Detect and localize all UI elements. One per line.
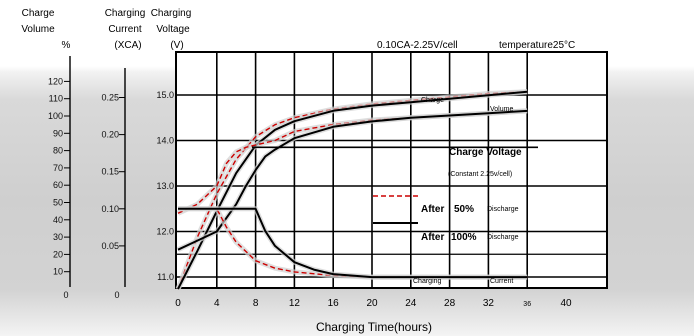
charge-volume-tick-label: 70: [53, 163, 63, 173]
annotation-current: Current: [490, 278, 513, 285]
legend-label-50-note: Discharge: [487, 206, 519, 213]
charge-volume-tick-label: 100: [48, 111, 63, 121]
x-tick-label: 36: [523, 301, 531, 308]
legend-label-100-note: Discharge: [487, 234, 519, 241]
x-tick-label: 4: [214, 298, 220, 309]
header-col1-line2: Volume: [21, 24, 55, 35]
axis-headers: Charge Volume % Charging Current (XCA) C…: [21, 8, 575, 51]
condition-label: 0.10CA-2.25V/cell: [377, 40, 458, 51]
x-tick-label: 20: [366, 298, 378, 309]
x-axis-ticks: 0 4 8 12 16 20 24 28 32 36 40: [175, 298, 572, 309]
left-axes: 0 10 20 30 40 50 60 70 80 90 100 110 120 0 0.05 0.10 0.1…: [48, 56, 174, 300]
header-col2-line2: Current: [108, 24, 142, 35]
header-col1-line3: %: [62, 40, 71, 51]
legend-label-50-value: 50%: [454, 204, 474, 215]
x-tick-label: 32: [483, 298, 495, 309]
annotation-charge-voltage: Charge Voltage: [449, 147, 522, 158]
charge-volume-tick-label: 10: [53, 267, 63, 277]
annotation-charging: Charging: [413, 278, 442, 285]
current-tick-label: 0.15: [101, 167, 119, 177]
x-tick-label: 28: [444, 298, 456, 309]
current-tick-label: 0: [114, 290, 119, 300]
x-tick-label: 16: [328, 298, 340, 309]
current-tick-label: 0.10: [101, 204, 119, 214]
series-line: [178, 207, 528, 279]
legend-label-100-value: 100%: [451, 232, 477, 243]
voltage-tick-label: 15.0: [156, 90, 174, 100]
charge-volume-tick-label: 120: [48, 76, 63, 86]
x-tick-label: 0: [175, 298, 181, 309]
current-tick-label: 0.25: [101, 93, 119, 103]
annotation-charge: Charge: [421, 97, 444, 104]
header-col2-line1: Charging: [105, 8, 146, 19]
annotation-constant: (Constant 2.25v/cell): [448, 171, 512, 178]
voltage-tick-label: 14.0: [156, 136, 174, 146]
x-tick-label: 40: [560, 298, 572, 309]
x-tick-label: 8: [253, 298, 259, 309]
annotations: Charge Volume Charge Voltage (Constant 2…: [413, 97, 522, 285]
series-layer: [175, 89, 538, 291]
voltage-tick-label: 12.0: [156, 227, 174, 237]
legend-label-100-after: After: [421, 232, 444, 243]
header-col1-line1: Charge: [22, 8, 55, 19]
current-tick-label: 0.05: [101, 241, 119, 251]
charge-volume-tick-label: 50: [53, 198, 63, 208]
annotation-volume: Volume: [490, 106, 513, 113]
voltage-tick-label: 11.0: [157, 272, 174, 282]
x-axis-title: Charging Time(hours): [316, 320, 432, 334]
header-col3-line3: (V): [170, 40, 183, 51]
header-col2-line3: (XCA): [114, 40, 141, 51]
charge-volume-tick-label: 30: [53, 232, 63, 242]
header-col3-line2: Voltage: [156, 24, 190, 35]
charge-volume-tick-label: 20: [53, 249, 63, 259]
charge-volume-tick-label: 0: [63, 290, 68, 300]
charge-volume-tick-label: 40: [53, 215, 63, 225]
x-tick-label: 24: [405, 298, 417, 309]
x-tick-label: 12: [289, 298, 301, 309]
legend: After 50% Discharge After 100% Discharge: [373, 195, 519, 243]
header-col3-line1: Charging: [151, 8, 192, 19]
charge-volume-tick-label: 110: [49, 94, 63, 104]
current-tick-label: 0.20: [101, 130, 119, 140]
charge-volume-tick-label: 90: [53, 128, 63, 138]
charge-volume-tick-label: 80: [53, 146, 63, 156]
temperature-label: temperature25°C: [499, 40, 575, 51]
legend-label-50-after: After: [421, 204, 444, 215]
plot-area: [175, 51, 608, 289]
charge-volume-tick-label: 60: [53, 180, 63, 190]
voltage-tick-label: 13.0: [156, 181, 174, 191]
